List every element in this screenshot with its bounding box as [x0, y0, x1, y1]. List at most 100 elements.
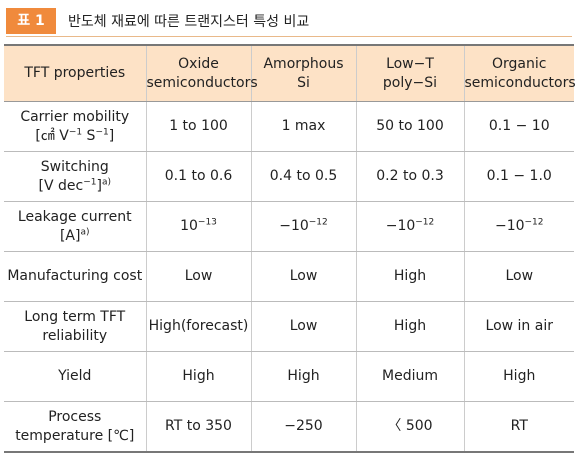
cell-line: TFT properties	[4, 64, 146, 83]
cell-text: Medium	[382, 368, 438, 384]
cell-line: 0.4 to 0.5	[252, 167, 356, 186]
cell-text: Process	[48, 408, 102, 425]
table-cell: 0.1 − 10	[463, 101, 575, 152]
cell-text: 10	[180, 218, 198, 234]
table-cell: Low	[145, 251, 251, 302]
header-row: TFT properties Oxide semiconductors Amorpho…	[4, 44, 576, 102]
table-cell: RT	[463, 401, 574, 453]
cell-text: 1 to 100	[169, 118, 228, 134]
cell-line: High	[147, 367, 251, 386]
table-cell: 〈 500	[355, 401, 464, 453]
cell-text: semiconductors	[146, 74, 258, 91]
cell-line: −250	[252, 417, 356, 436]
table-row: Manufacturing cost Low Low High Low	[4, 251, 575, 302]
superscript: −13	[197, 217, 217, 228]
table-cell: Low	[463, 251, 575, 302]
cell-text: 0.1 to 0.6	[164, 168, 233, 184]
cell-text: Low	[184, 268, 213, 284]
cell-line: High	[252, 367, 356, 386]
cell-text: Leakage current [A]	[17, 208, 132, 244]
table-row: Switching [V dec−1]a) 0.1 to 0.6 0.4 to 0.5…	[4, 151, 575, 202]
table-cell: −10−12	[463, 201, 575, 252]
table-cell: 0.4 to 0.5	[250, 151, 356, 202]
cell-line: semiconductors	[147, 74, 258, 93]
cell-line: poly−Si	[357, 74, 464, 93]
table-cell: Carrier mobility [㎠ V−1 S−1]	[4, 101, 146, 152]
table-cell: Process temperature [℃]	[4, 401, 146, 453]
cell-line: −10−12	[465, 217, 575, 236]
table-row: Process temperature [℃] RT to 350 −250 〈 500…	[4, 401, 574, 453]
cell-text: 1 max	[281, 118, 326, 134]
cell-text: temperature [℃]	[15, 427, 135, 444]
cell-line: Leakage current [A]a)	[4, 208, 146, 246]
cell-text: 0.4 to 0.5	[269, 168, 338, 184]
table-cell: Oxide semiconductors	[145, 44, 258, 102]
table-cell: TFT properties	[4, 44, 146, 102]
cell-line: High	[465, 367, 575, 386]
cell-line: −10−12	[252, 217, 356, 236]
cell-text: Organic	[492, 55, 547, 72]
cell-text: High(forecast)	[148, 318, 249, 334]
table-cell: 10−13	[145, 201, 251, 252]
table-cell: Manufacturing cost	[4, 251, 146, 302]
cell-text: 50 to 100	[376, 118, 444, 134]
superscript: −1	[68, 126, 83, 137]
cell-text: Low	[505, 268, 534, 284]
cell-line: Low	[465, 267, 575, 286]
cell-text: [㎠ V	[35, 127, 69, 144]
cell-text: High	[182, 368, 215, 384]
cell-line: 50 to 100	[357, 117, 464, 136]
cell-line: [V dec−1]a)	[4, 177, 146, 196]
cell-line: 10−13	[147, 217, 251, 236]
cell-text: 0.1 − 10	[488, 118, 550, 134]
cell-line: 0.1 − 10	[465, 117, 575, 136]
table-cell: High	[250, 351, 356, 402]
cell-text: RT	[510, 418, 528, 434]
cell-text: High	[287, 368, 320, 384]
cell-text: Amorphous	[263, 55, 344, 72]
superscript: −12	[308, 217, 328, 228]
cell-line: Long term TFT	[4, 308, 146, 327]
table-cell: Low−T poly−Si	[355, 44, 464, 102]
cell-line: 0.2 to 0.3	[357, 167, 464, 186]
table-row: Carrier mobility [㎠ V−1 S−1] 1 to 100 1 max…	[4, 101, 575, 152]
cell-line: High	[357, 317, 464, 336]
cell-text: S	[82, 127, 96, 144]
superscript: −12	[524, 217, 544, 228]
cell-text: Manufacturing cost	[7, 268, 143, 284]
cell-text: 0.1 − 1.0	[486, 168, 552, 184]
cell-text: Low in air	[485, 318, 553, 334]
cell-text: −10	[494, 218, 525, 234]
cell-text: poly−Si	[382, 74, 438, 91]
cell-text: 〈 500	[387, 418, 433, 434]
cell-line: reliability	[4, 327, 146, 346]
cell-line: Switching	[4, 158, 146, 177]
cell-line: Low	[252, 317, 356, 336]
superscript: a)	[101, 176, 111, 187]
table-cell: Low in air	[463, 301, 574, 352]
cell-text: −10	[385, 218, 416, 234]
table: TFT properties Oxide semiconductors Amorpho…	[4, 44, 576, 453]
caption-title: 반도체 재료에 따른 트랜지스터 특성 비교	[68, 14, 310, 30]
cell-line: 1 max	[252, 117, 356, 136]
cell-text: High	[393, 318, 427, 334]
cell-line: 〈 500	[357, 417, 464, 436]
cell-text: Switching	[40, 158, 109, 175]
table-cell: Organic semiconductors	[463, 44, 576, 102]
table-cell: −10−12	[355, 201, 464, 252]
table-cell: −10−12	[250, 201, 356, 252]
cell-line: 0.1 − 1.0	[465, 167, 575, 186]
superscript: −1	[95, 126, 109, 137]
table-cell: 0.1 to 0.6	[145, 151, 251, 202]
cell-line: Manufacturing cost	[4, 267, 146, 286]
cell-line: Oxide	[147, 55, 251, 74]
table-cell: High	[463, 351, 575, 402]
table-cell: 0.2 to 0.3	[355, 151, 464, 202]
cell-text: Si	[297, 74, 310, 91]
cell-line: Process	[4, 408, 146, 427]
cell-text: Low	[289, 268, 318, 284]
cell-line: Si	[252, 74, 356, 93]
cell-text: Carrier mobility	[20, 108, 130, 125]
cell-text: reliability	[42, 327, 108, 344]
table-cell: 1 max	[250, 101, 356, 152]
